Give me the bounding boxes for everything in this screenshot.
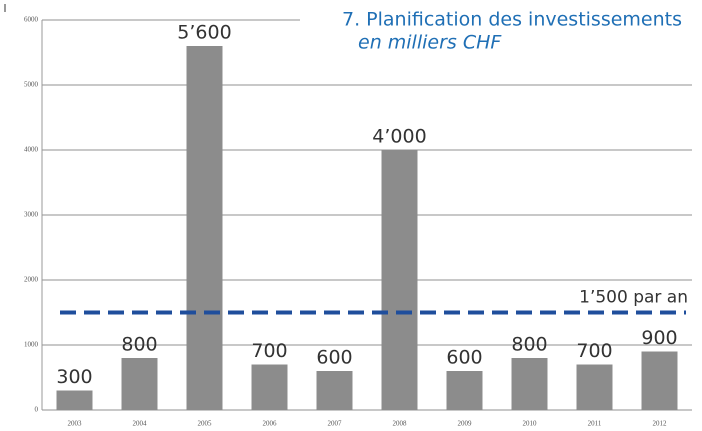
y-tick-label: 6000 xyxy=(24,16,39,24)
value-label: 800 xyxy=(511,334,547,356)
value-label: 600 xyxy=(316,347,352,369)
value-label: 700 xyxy=(251,340,287,362)
bar xyxy=(56,390,93,410)
bar xyxy=(316,371,353,410)
value-label: 900 xyxy=(641,327,677,349)
bar xyxy=(121,358,158,410)
x-tick-label: 2005 xyxy=(198,420,213,428)
value-label: 5’600 xyxy=(177,22,231,44)
bar xyxy=(186,46,223,410)
x-tick-label: 2012 xyxy=(653,420,668,428)
value-label: 4’000 xyxy=(372,126,426,148)
value-label: 300 xyxy=(56,366,92,388)
x-tick-label: 2007 xyxy=(328,420,343,428)
x-tick-label: 2010 xyxy=(523,420,538,428)
bar xyxy=(576,364,613,410)
x-tick-label: 2004 xyxy=(133,420,148,428)
reference-label: 1’500 par an xyxy=(579,288,688,308)
bar xyxy=(446,371,483,410)
y-tick-label: 5000 xyxy=(24,81,39,89)
x-tick-label: 2008 xyxy=(393,420,408,428)
y-tick-label: 3000 xyxy=(24,211,39,219)
bar xyxy=(381,150,418,410)
x-tick-label: 2006 xyxy=(263,420,278,428)
y-tick-label: 0 xyxy=(35,406,39,414)
chart-title: 7. Planification des investissements xyxy=(342,9,682,31)
value-label: 800 xyxy=(121,334,157,356)
bar xyxy=(251,364,288,410)
x-tick-label: 2009 xyxy=(458,420,473,428)
bar xyxy=(641,351,678,410)
x-tick-label: 2011 xyxy=(588,420,602,428)
value-label: 700 xyxy=(576,340,612,362)
bar xyxy=(511,358,548,410)
value-label: 600 xyxy=(446,347,482,369)
y-tick-label: 1000 xyxy=(24,341,39,349)
y-tick-label: 2000 xyxy=(24,276,39,284)
y-tick-label: 4000 xyxy=(24,146,39,154)
title-background xyxy=(300,4,695,64)
chart-subtitle: en milliers CHF xyxy=(358,32,502,54)
x-tick-label: 2003 xyxy=(68,420,83,428)
